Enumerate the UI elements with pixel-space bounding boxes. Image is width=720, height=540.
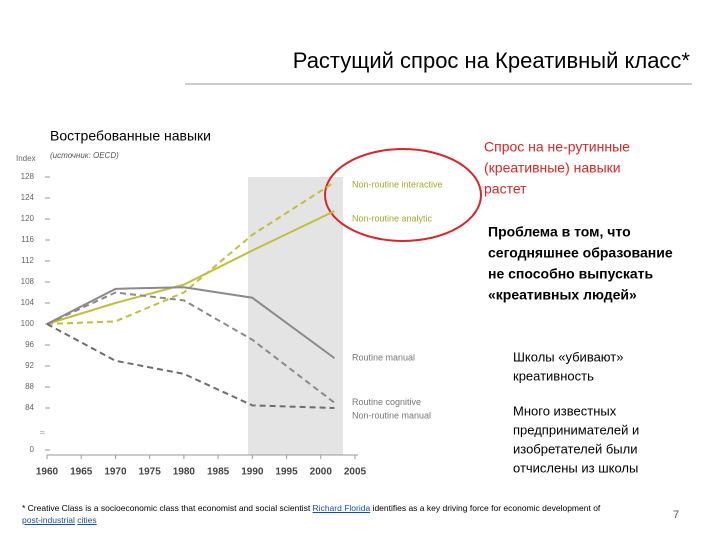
y-tick-label: 120	[21, 214, 35, 223]
axis-break: ≈	[40, 427, 45, 437]
slide-title: Растущий спрос на Креативный класс*	[293, 48, 691, 73]
y-axis-label: Index	[16, 154, 36, 163]
y-tick-label: 92	[25, 361, 34, 370]
side-text: Спрос на не-рутинные	[484, 139, 630, 155]
side-text: сегодняшнее образование	[488, 245, 673, 261]
y-tick-label: 96	[25, 340, 34, 349]
chart-title: Востребованные навыки	[50, 128, 211, 144]
footnote: * Creative Class is a socioeconomic clas…	[22, 502, 602, 526]
link[interactable]: post-industrial	[22, 515, 75, 525]
line-series	[46, 210, 335, 325]
footnote-text: identifies as a key driving force for ec…	[370, 503, 601, 513]
side-text: растет	[484, 181, 527, 197]
highlight-band	[248, 177, 343, 455]
y-tick-label: 84	[25, 403, 34, 412]
y-tick-label: 104	[21, 298, 35, 307]
y-tick-label: 100	[21, 319, 35, 328]
x-tick-label: 1995	[275, 467, 298, 478]
x-tick-label: 2000	[310, 467, 333, 478]
chart-subtitle: (источник: OECD)	[50, 151, 119, 160]
side-text: изобретателей были	[513, 441, 637, 456]
line-series	[46, 323, 335, 409]
series-label: Routine manual	[352, 353, 415, 363]
y-tick-label: 116	[21, 235, 34, 244]
series-label: Non-routine manual	[352, 410, 431, 420]
x-tick-label: 1960	[36, 467, 59, 478]
side-text: отчислены из школы	[513, 460, 638, 475]
y-tick-label: 112	[21, 256, 34, 265]
page-number: 7	[673, 509, 679, 521]
side-text: Школы «убивают»	[513, 349, 623, 364]
link[interactable]: cities	[77, 515, 97, 525]
y-tick-label: 124	[21, 193, 35, 202]
line-series	[46, 291, 336, 404]
line-series	[46, 181, 336, 325]
side-text: предпринимателей и	[513, 422, 639, 437]
footnote-text: * Creative Class is a socioeconomic clas…	[22, 503, 313, 513]
side-text: не способно выпускать	[488, 266, 654, 282]
x-tick-label: 1965	[70, 467, 93, 478]
series-label: Non-routine analytic	[352, 214, 433, 224]
y-tick-label: 108	[21, 277, 35, 286]
series-label: Non-routine interactive	[352, 180, 443, 190]
y-tick-label: 88	[25, 382, 34, 391]
side-text: Проблема в том, что	[488, 224, 631, 240]
y-tick-label: 128	[21, 172, 35, 181]
x-tick-label: 2005	[344, 467, 367, 478]
x-tick-label: 1970	[104, 467, 127, 478]
link[interactable]: Richard Florida	[312, 503, 371, 513]
x-tick-label: 1975	[139, 467, 162, 478]
red-ellipse	[324, 148, 482, 242]
series-label: Routine cognitive	[352, 397, 421, 407]
x-tick-label: 1980	[173, 467, 196, 478]
side-text: (креативные) навыки	[484, 160, 621, 176]
side-text: «креативных людей»	[488, 287, 637, 303]
line-series	[46, 286, 336, 359]
x-tick-label: 1990	[241, 467, 264, 478]
side-text: креативность	[513, 368, 594, 383]
side-text: Много известных	[513, 403, 617, 418]
y-tick-label: 0	[30, 445, 35, 454]
x-tick-label: 1985	[207, 467, 230, 478]
